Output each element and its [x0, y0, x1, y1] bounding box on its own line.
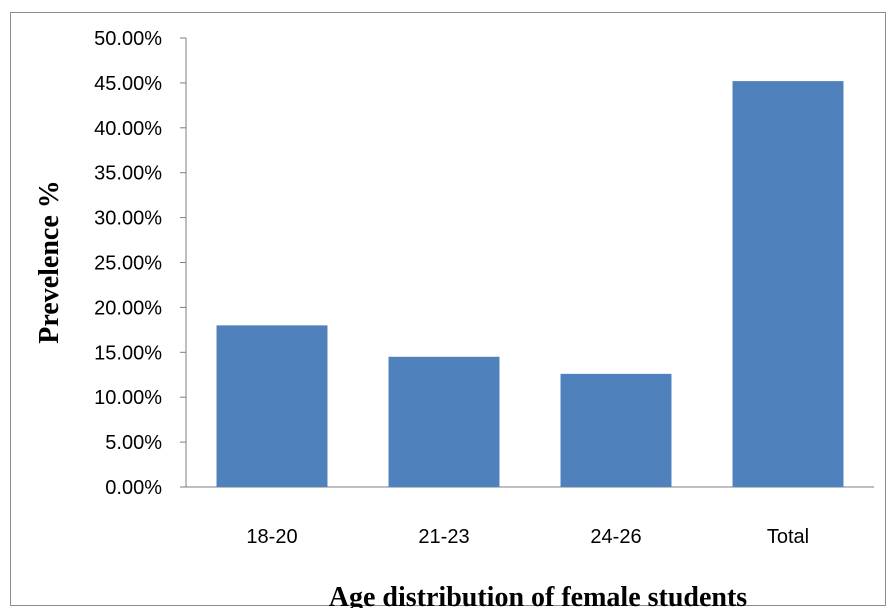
bars — [216, 81, 844, 487]
y-tick-label: 50.00% — [94, 28, 162, 50]
x-axis-label: Age distribution of female students — [329, 582, 748, 608]
x-tick-label: 18-20 — [246, 526, 297, 548]
y-tick-label: 35.00% — [94, 163, 162, 185]
bar-18-20 — [216, 325, 328, 487]
y-tick-label: 0.00% — [105, 477, 162, 499]
y-tick-label: 15.00% — [94, 342, 162, 364]
y-tick-label: 25.00% — [94, 253, 162, 275]
x-axis-ticks: 18-20 21-23 24-26 Total — [246, 526, 809, 548]
x-tick-label: 24-26 — [590, 526, 641, 548]
y-axis-ticks: 0.00% 5.00% 10.00% 15.00% 20.00% 25.00% 30.00%… — [94, 28, 186, 499]
bar-24-26 — [560, 373, 672, 487]
y-tick-label: 20.00% — [94, 297, 162, 319]
bar-21-23 — [388, 356, 500, 487]
bar-total — [732, 81, 844, 487]
y-axis-label: Prevelence % — [34, 180, 65, 344]
y-tick-label: 45.00% — [94, 73, 162, 95]
y-tick-label: 5.00% — [105, 432, 162, 454]
x-tick-label: Total — [767, 526, 809, 548]
y-tick-label: 10.00% — [94, 387, 162, 409]
y-tick-label: 40.00% — [94, 118, 162, 140]
x-tick-label: 21-23 — [418, 526, 469, 548]
y-tick-label: 30.00% — [94, 208, 162, 230]
